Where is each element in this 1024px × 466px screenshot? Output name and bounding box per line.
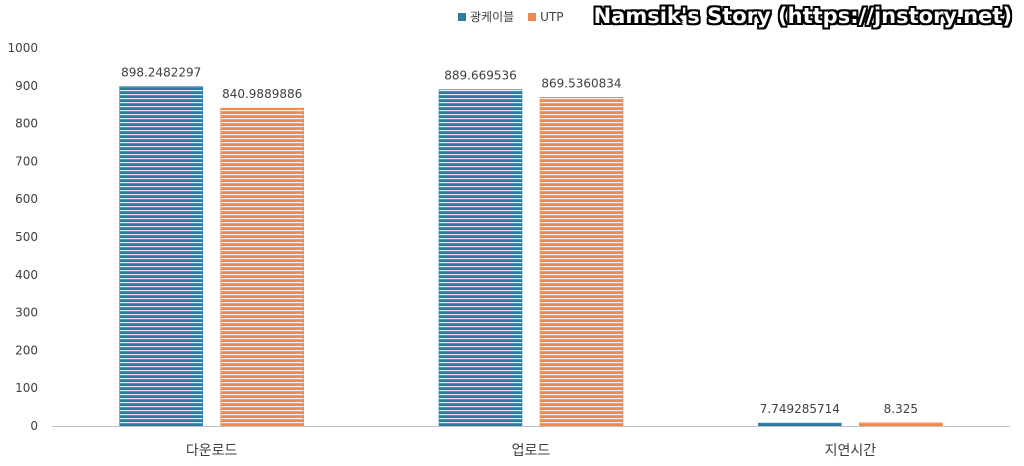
y-tick-label: 300 [15,306,38,320]
bar-series2 [859,422,943,427]
data-label: 869.5360834 [541,76,621,90]
legend-swatch-series1 [458,12,466,21]
y-tick-label: 1000 [7,41,38,55]
data-labels: 898.2482297 840.9889886 889.669536 869.5360… [121,65,918,416]
legend-item-series1: 광케이블 [458,8,514,25]
data-label: 8.325 [884,402,918,416]
y-tick-label: 400 [15,268,38,282]
y-tick-label: 600 [15,192,38,206]
legend-item-series2: UTP [528,9,564,24]
x-category-label: 지연시간 [825,443,877,459]
data-label: 7.749285714 [760,402,840,416]
bar-series1 [438,89,523,427]
legend: 광케이블 UTP [458,8,564,25]
legend-swatch-series2 [528,12,537,21]
y-tick-label: 800 [15,117,38,131]
y-tick-label: 500 [15,230,38,244]
bar-series1 [758,422,842,427]
legend-label-series1: 광케이블 [470,10,515,24]
x-axis: 다운로드 업로드 지연시간 [52,426,1010,459]
bar-series2 [220,107,304,427]
bar-series2 [539,97,624,427]
y-tick-label: 900 [15,79,38,93]
data-label: 840.9889886 [222,87,302,101]
data-label: 889.669536 [444,69,517,83]
data-label: 898.2482297 [121,65,201,79]
y-axis: 0 100 200 300 400 500 600 700 800 900 1000 [7,41,38,433]
x-category-label: 업로드 [512,443,551,459]
bar-series1 [119,86,203,427]
watermark: Namsik's Story (https://jnstory.net) [593,4,1012,28]
y-tick-label: 100 [15,381,38,395]
legend-label-series2: UTP [540,9,564,24]
y-tick-label: 0 [30,419,38,433]
y-tick-label: 200 [15,343,38,357]
bars [119,86,943,427]
y-tick-label: 700 [15,154,38,168]
x-category-label: 다운로드 [186,443,238,459]
